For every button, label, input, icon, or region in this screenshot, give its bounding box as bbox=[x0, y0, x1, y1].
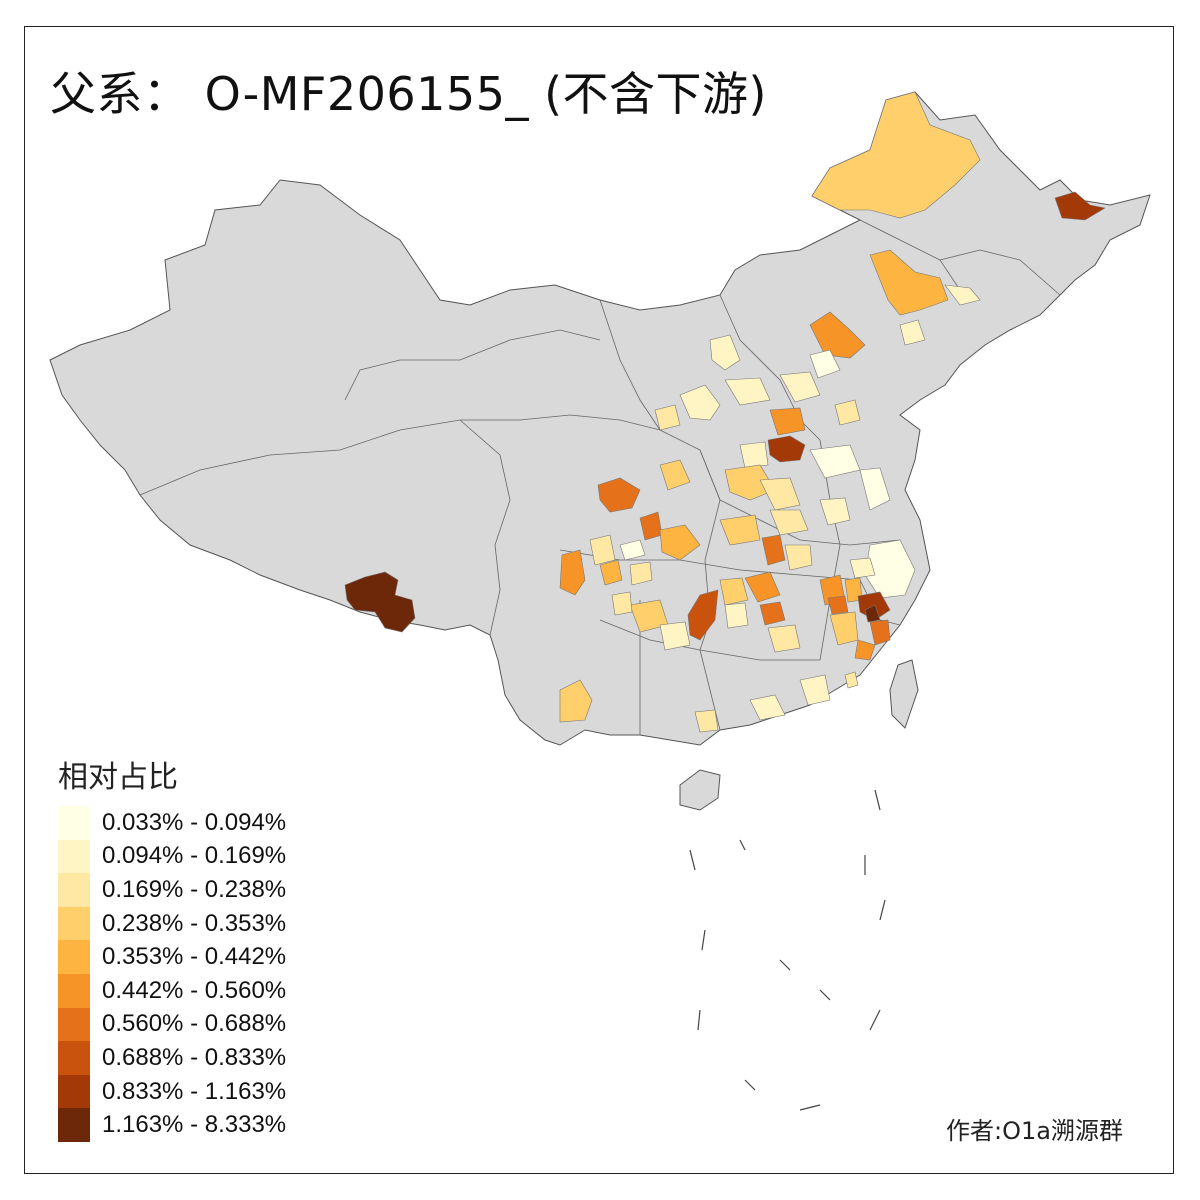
legend-item: 0.442% - 0.560% bbox=[58, 973, 287, 1008]
legend-item: 0.169% - 0.238% bbox=[58, 873, 286, 907]
region-sichuan-nw bbox=[619, 539, 646, 561]
region-jiangsu-2 bbox=[849, 557, 876, 579]
legend-label: 0.169% - 0.238% bbox=[102, 875, 287, 903]
hainan-island bbox=[679, 769, 721, 811]
region-yunnan-south bbox=[559, 679, 593, 723]
legend-item: 1.163% - 8.333% bbox=[58, 1108, 286, 1142]
region-chengdu bbox=[599, 559, 623, 586]
region-wenzhou bbox=[869, 619, 891, 646]
legend-item: 0.238% - 0.353% bbox=[58, 906, 287, 941]
region-shantou bbox=[844, 671, 859, 689]
legend-swatch bbox=[58, 940, 90, 974]
legend-swatch bbox=[58, 1041, 90, 1075]
region-guizhou-mid bbox=[659, 621, 691, 651]
legend-item: 0.033% - 0.094% bbox=[58, 806, 286, 840]
region-hubei-mid bbox=[784, 544, 813, 571]
region-changde bbox=[759, 601, 786, 626]
legend-item: 0.560% - 0.688% bbox=[58, 1007, 287, 1042]
legend-label: 0.353% - 0.442% bbox=[102, 943, 287, 971]
region-guangxi bbox=[694, 709, 719, 733]
legend-swatch bbox=[58, 973, 90, 1008]
region-hebei-mid bbox=[779, 371, 821, 403]
region-zhangjiajie bbox=[724, 602, 749, 629]
legend-item: 0.353% - 0.442% bbox=[58, 940, 286, 974]
region-tibet-shigatse bbox=[344, 571, 416, 633]
legend-label: 0.688% - 0.833% bbox=[102, 1043, 287, 1071]
legend-label: 0.094% - 0.169% bbox=[102, 842, 287, 870]
region-heilongjiang-east bbox=[1054, 191, 1106, 221]
choropleth-regions bbox=[344, 91, 1106, 733]
legend-item: 0.094% - 0.169% bbox=[58, 839, 287, 874]
mainland-china-outline bbox=[49, 91, 1151, 746]
region-beijing-area bbox=[809, 349, 841, 379]
region-fujian-north bbox=[854, 639, 876, 661]
region-liaoning-small bbox=[944, 284, 981, 306]
region-jiangxi-ne bbox=[827, 595, 849, 615]
region-gannan bbox=[597, 477, 641, 513]
legend-swatch bbox=[58, 839, 90, 874]
region-hanzhong bbox=[659, 524, 701, 561]
region-chengde bbox=[899, 319, 926, 346]
region-ordos bbox=[654, 404, 681, 431]
legend-swatch bbox=[58, 873, 90, 907]
region-hubei-west bbox=[761, 534, 786, 566]
legend-label: 0.442% - 0.560% bbox=[102, 976, 287, 1004]
region-enshi bbox=[719, 577, 749, 606]
region-sichuan-north bbox=[589, 534, 616, 566]
legend-title: 相对占比 bbox=[58, 760, 178, 795]
region-yaan bbox=[559, 549, 586, 596]
legend-swatch bbox=[58, 1108, 90, 1142]
region-hunan-mid bbox=[767, 624, 801, 653]
region-dezhou bbox=[834, 399, 861, 426]
legend-swatch bbox=[58, 1007, 90, 1042]
legend-swatch bbox=[58, 1074, 90, 1109]
region-yichang bbox=[744, 571, 781, 603]
region-shanxi-north bbox=[709, 334, 741, 371]
legend-item: 0.688% - 0.833% bbox=[58, 1041, 286, 1075]
legend-item: 0.833% - 1.163% bbox=[58, 1074, 287, 1109]
legend-label: 0.033% - 0.094% bbox=[102, 808, 287, 836]
region-henan-3 bbox=[719, 514, 761, 546]
legend: 0.033% - 0.094% 0.094% - 0.169% 0.169% -… bbox=[58, 806, 286, 1142]
region-guizhou-w bbox=[611, 591, 633, 616]
region-sichuan-east bbox=[629, 561, 653, 586]
legend-label: 0.560% - 0.688% bbox=[102, 1010, 287, 1038]
region-anhui-north bbox=[819, 497, 851, 526]
map-title: 父系： O-MF206155_ (不含下游) bbox=[50, 67, 767, 121]
region-chifeng bbox=[869, 249, 949, 316]
region-guangdong-w bbox=[749, 694, 786, 721]
region-henan-4 bbox=[769, 509, 809, 536]
region-hebei-south bbox=[769, 407, 806, 436]
legend-label: 0.833% - 1.163% bbox=[102, 1077, 287, 1105]
region-shaoxing bbox=[864, 604, 881, 623]
author-credit: 作者:O1a溯源群 bbox=[946, 1117, 1123, 1145]
region-shandong-south bbox=[859, 467, 891, 511]
province-borders bbox=[139, 219, 1061, 735]
region-shanxi-2 bbox=[724, 377, 771, 406]
region-henan-1 bbox=[724, 464, 776, 501]
region-gansu-east bbox=[659, 459, 691, 491]
region-handan bbox=[767, 435, 806, 463]
legend-swatch bbox=[58, 806, 90, 840]
region-shaanxi-north bbox=[679, 384, 721, 421]
region-chongqing-east bbox=[687, 589, 719, 641]
taiwan-island bbox=[889, 659, 919, 729]
south-sea-islands bbox=[689, 789, 886, 1111]
region-hulunbuir bbox=[811, 91, 981, 219]
legend-label: 1.163% - 8.333% bbox=[102, 1111, 287, 1139]
legend-label: 0.238% - 0.353% bbox=[102, 909, 287, 937]
region-henan-2 bbox=[759, 477, 801, 511]
legend-swatch bbox=[58, 906, 90, 941]
region-guangdong-n bbox=[799, 674, 831, 706]
region-taiyuan-area bbox=[739, 441, 769, 469]
